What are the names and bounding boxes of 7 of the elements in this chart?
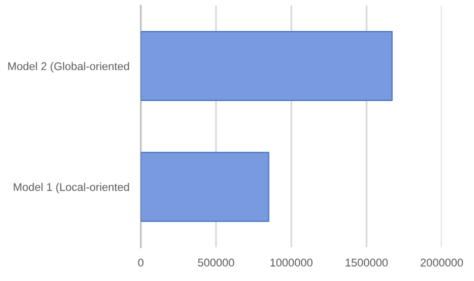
x-tick-label: 1500000: [346, 258, 388, 267]
x-tick-label: 0: [138, 258, 144, 267]
y-tick-label: Model 1 (Local-oriented: [14, 182, 129, 194]
y-tick-label: Model 2 (Global-oriented: [8, 62, 129, 72]
x-tick-label: 1000000: [270, 258, 312, 267]
x-tick-label: 2000000: [420, 258, 463, 267]
x-tick-label: 500000: [198, 258, 234, 267]
